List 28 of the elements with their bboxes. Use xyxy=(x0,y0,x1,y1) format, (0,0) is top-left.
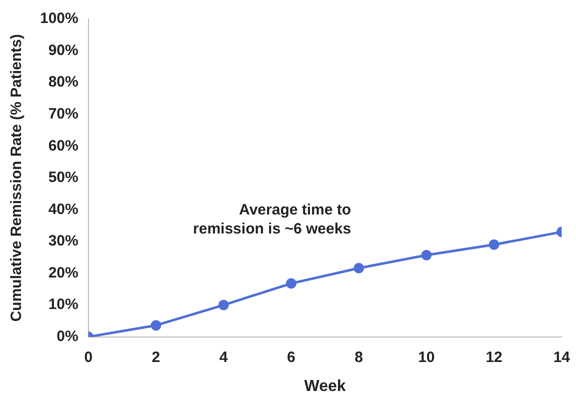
y-tick-label: 10% xyxy=(48,296,78,314)
x-tick-label: 14 xyxy=(553,348,571,366)
x-tick-label: 6 xyxy=(287,348,296,366)
y-tick-label: 20% xyxy=(48,264,78,282)
y-tick-label: 0% xyxy=(56,328,78,345)
x-tick-label: 4 xyxy=(219,348,228,366)
y-tick-label: 90% xyxy=(48,42,78,59)
x-axis-title: Week xyxy=(304,378,346,395)
y-axis-title: Cumulative Remission Rate (% Patients) xyxy=(8,34,26,322)
x-tick-label: 0 xyxy=(84,348,93,366)
y-tick-label: 100% xyxy=(40,10,78,28)
point xyxy=(488,239,500,250)
point xyxy=(354,262,364,274)
point xyxy=(421,250,432,260)
y-tick-label: 60% xyxy=(48,137,78,154)
y-tick-label: 70% xyxy=(48,105,78,122)
x-tick-label: 12 xyxy=(486,348,502,366)
point xyxy=(218,300,229,310)
annotation: Average time to remission is ~6 weeks xyxy=(193,201,352,238)
y-tick-label: 50% xyxy=(48,169,78,186)
point xyxy=(150,320,162,331)
point xyxy=(286,278,296,289)
x-tick-label: 8 xyxy=(354,348,363,366)
x-tick-label: 10 xyxy=(418,348,435,366)
y-tick-label: 30% xyxy=(48,232,78,250)
y-tick-label: 80% xyxy=(48,74,78,91)
y-tick-label: 40% xyxy=(48,200,78,218)
x-tick-label: 2 xyxy=(152,348,160,366)
